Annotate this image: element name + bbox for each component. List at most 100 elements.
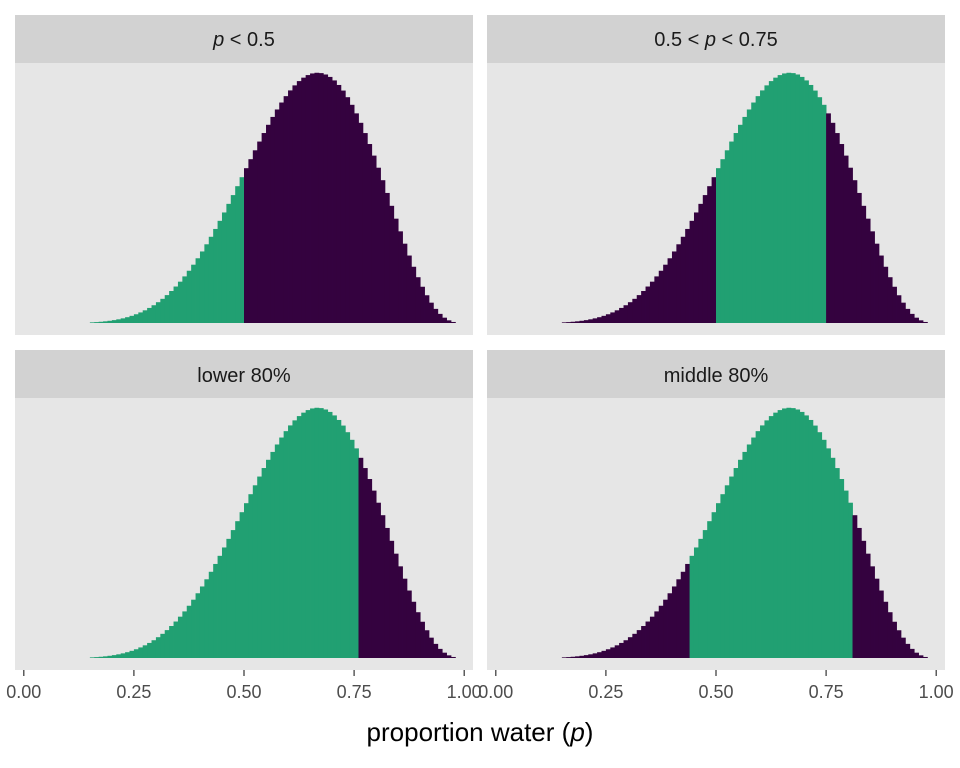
histogram-bar [848,167,853,323]
histogram-bar [367,144,373,323]
histogram-bar [742,451,748,658]
histogram-bar [720,494,726,658]
histogram-bar [922,321,928,323]
histogram-bar [610,312,616,323]
histogram-bar [852,180,858,323]
histogram-bar [191,264,196,323]
histogram-bar [826,448,831,658]
histogram-bar [768,81,774,323]
histogram-bar [393,218,399,323]
histogram-bar [738,124,743,323]
histogram-bar [896,630,902,658]
histogram-bar [169,626,174,658]
histogram-bar [345,432,351,658]
histogram-bar [376,167,381,323]
histogram-bar [283,431,289,658]
histogram-bar [433,308,439,323]
histogram-bar [698,538,704,658]
histogram-bar [129,650,135,658]
histogram-bar [676,579,682,658]
histogram-bar [878,255,884,323]
histogram-bar [843,155,849,323]
histogram-bar [384,192,390,323]
histogram-bar [248,494,254,658]
histogram-bar [424,295,430,323]
x-axes: 0.00 0.25 0.50 0.75 1.000.00 0.25 0.50 0.75 1.00 [6,670,954,702]
histogram-bar [627,637,633,658]
histogram-bar [764,420,770,658]
text-part: ) [585,717,594,747]
histogram-bar [151,305,157,323]
histogram-bar [138,312,144,323]
histogram-bar [817,432,823,658]
x-tick-label: 1.00 [919,682,954,702]
histogram-bar [358,122,364,323]
histogram-bar [874,243,880,323]
histogram-bar [323,74,329,324]
histogram-bar [208,571,214,658]
histogram-bar [384,527,390,658]
histogram-bar [164,630,170,658]
text-part: lower 80% [197,365,291,387]
histogram-bar [663,264,668,323]
histogram-bar [354,448,359,658]
histogram-bar [420,286,425,323]
histogram-bar [177,616,183,658]
histogram-bar [597,652,602,658]
histogram-bar [663,599,668,658]
histogram-bar [380,515,386,658]
histogram-bar [160,298,166,323]
histogram-bar [142,645,148,658]
histogram-bar [667,258,673,323]
histogram-bar [270,116,276,323]
histogram-bar [627,302,633,323]
histogram-bar [597,317,602,323]
histogram-bar [327,76,333,323]
histogram-bar [261,133,267,323]
histogram-bar [433,643,439,658]
histogram-bar [636,630,642,658]
histogram-bar [160,633,166,658]
histogram-bar [191,599,196,658]
histogram-bar [795,74,801,324]
histogram-bar [411,601,417,658]
histogram-bar [142,310,148,323]
histogram-bar [217,220,223,323]
histogram-bar [107,655,113,658]
histogram-bar [592,318,598,323]
histogram-bar [296,81,302,323]
histogram-bar [716,168,721,323]
histogram-bar [914,652,919,658]
histogram-bar [685,228,690,323]
histogram-bars [89,72,456,324]
histogram-bar [446,320,452,323]
histogram-bar [182,611,188,658]
histogram-bar [883,266,889,323]
histogram-bar [583,320,589,323]
histogram-bar [777,410,783,658]
histogram-bar [636,295,642,323]
histogram-bar [138,647,144,658]
histogram-bar [367,479,373,658]
histogram-bar [870,566,875,658]
histogram-bar [208,236,214,323]
histogram-bar [777,75,783,323]
x-tick-label: 0.75 [337,682,372,702]
histogram-bar [133,314,139,323]
histogram-bar [318,73,324,323]
histogram-bar [94,657,100,658]
histogram-bar [865,553,871,658]
histogram-bar [861,540,867,658]
histogram-bar [909,313,915,323]
histogram-bar [645,621,651,658]
histogram-bar [116,319,122,323]
histogram-bar [623,640,629,658]
histogram-bar [922,656,928,658]
histogram-bar [89,322,95,323]
histogram-bar [667,593,673,658]
histogram-bar [406,255,412,323]
histogram-bar [808,419,814,658]
histogram-bar [248,159,254,323]
histogram-bar [393,553,399,658]
histogram-bar [914,317,919,323]
